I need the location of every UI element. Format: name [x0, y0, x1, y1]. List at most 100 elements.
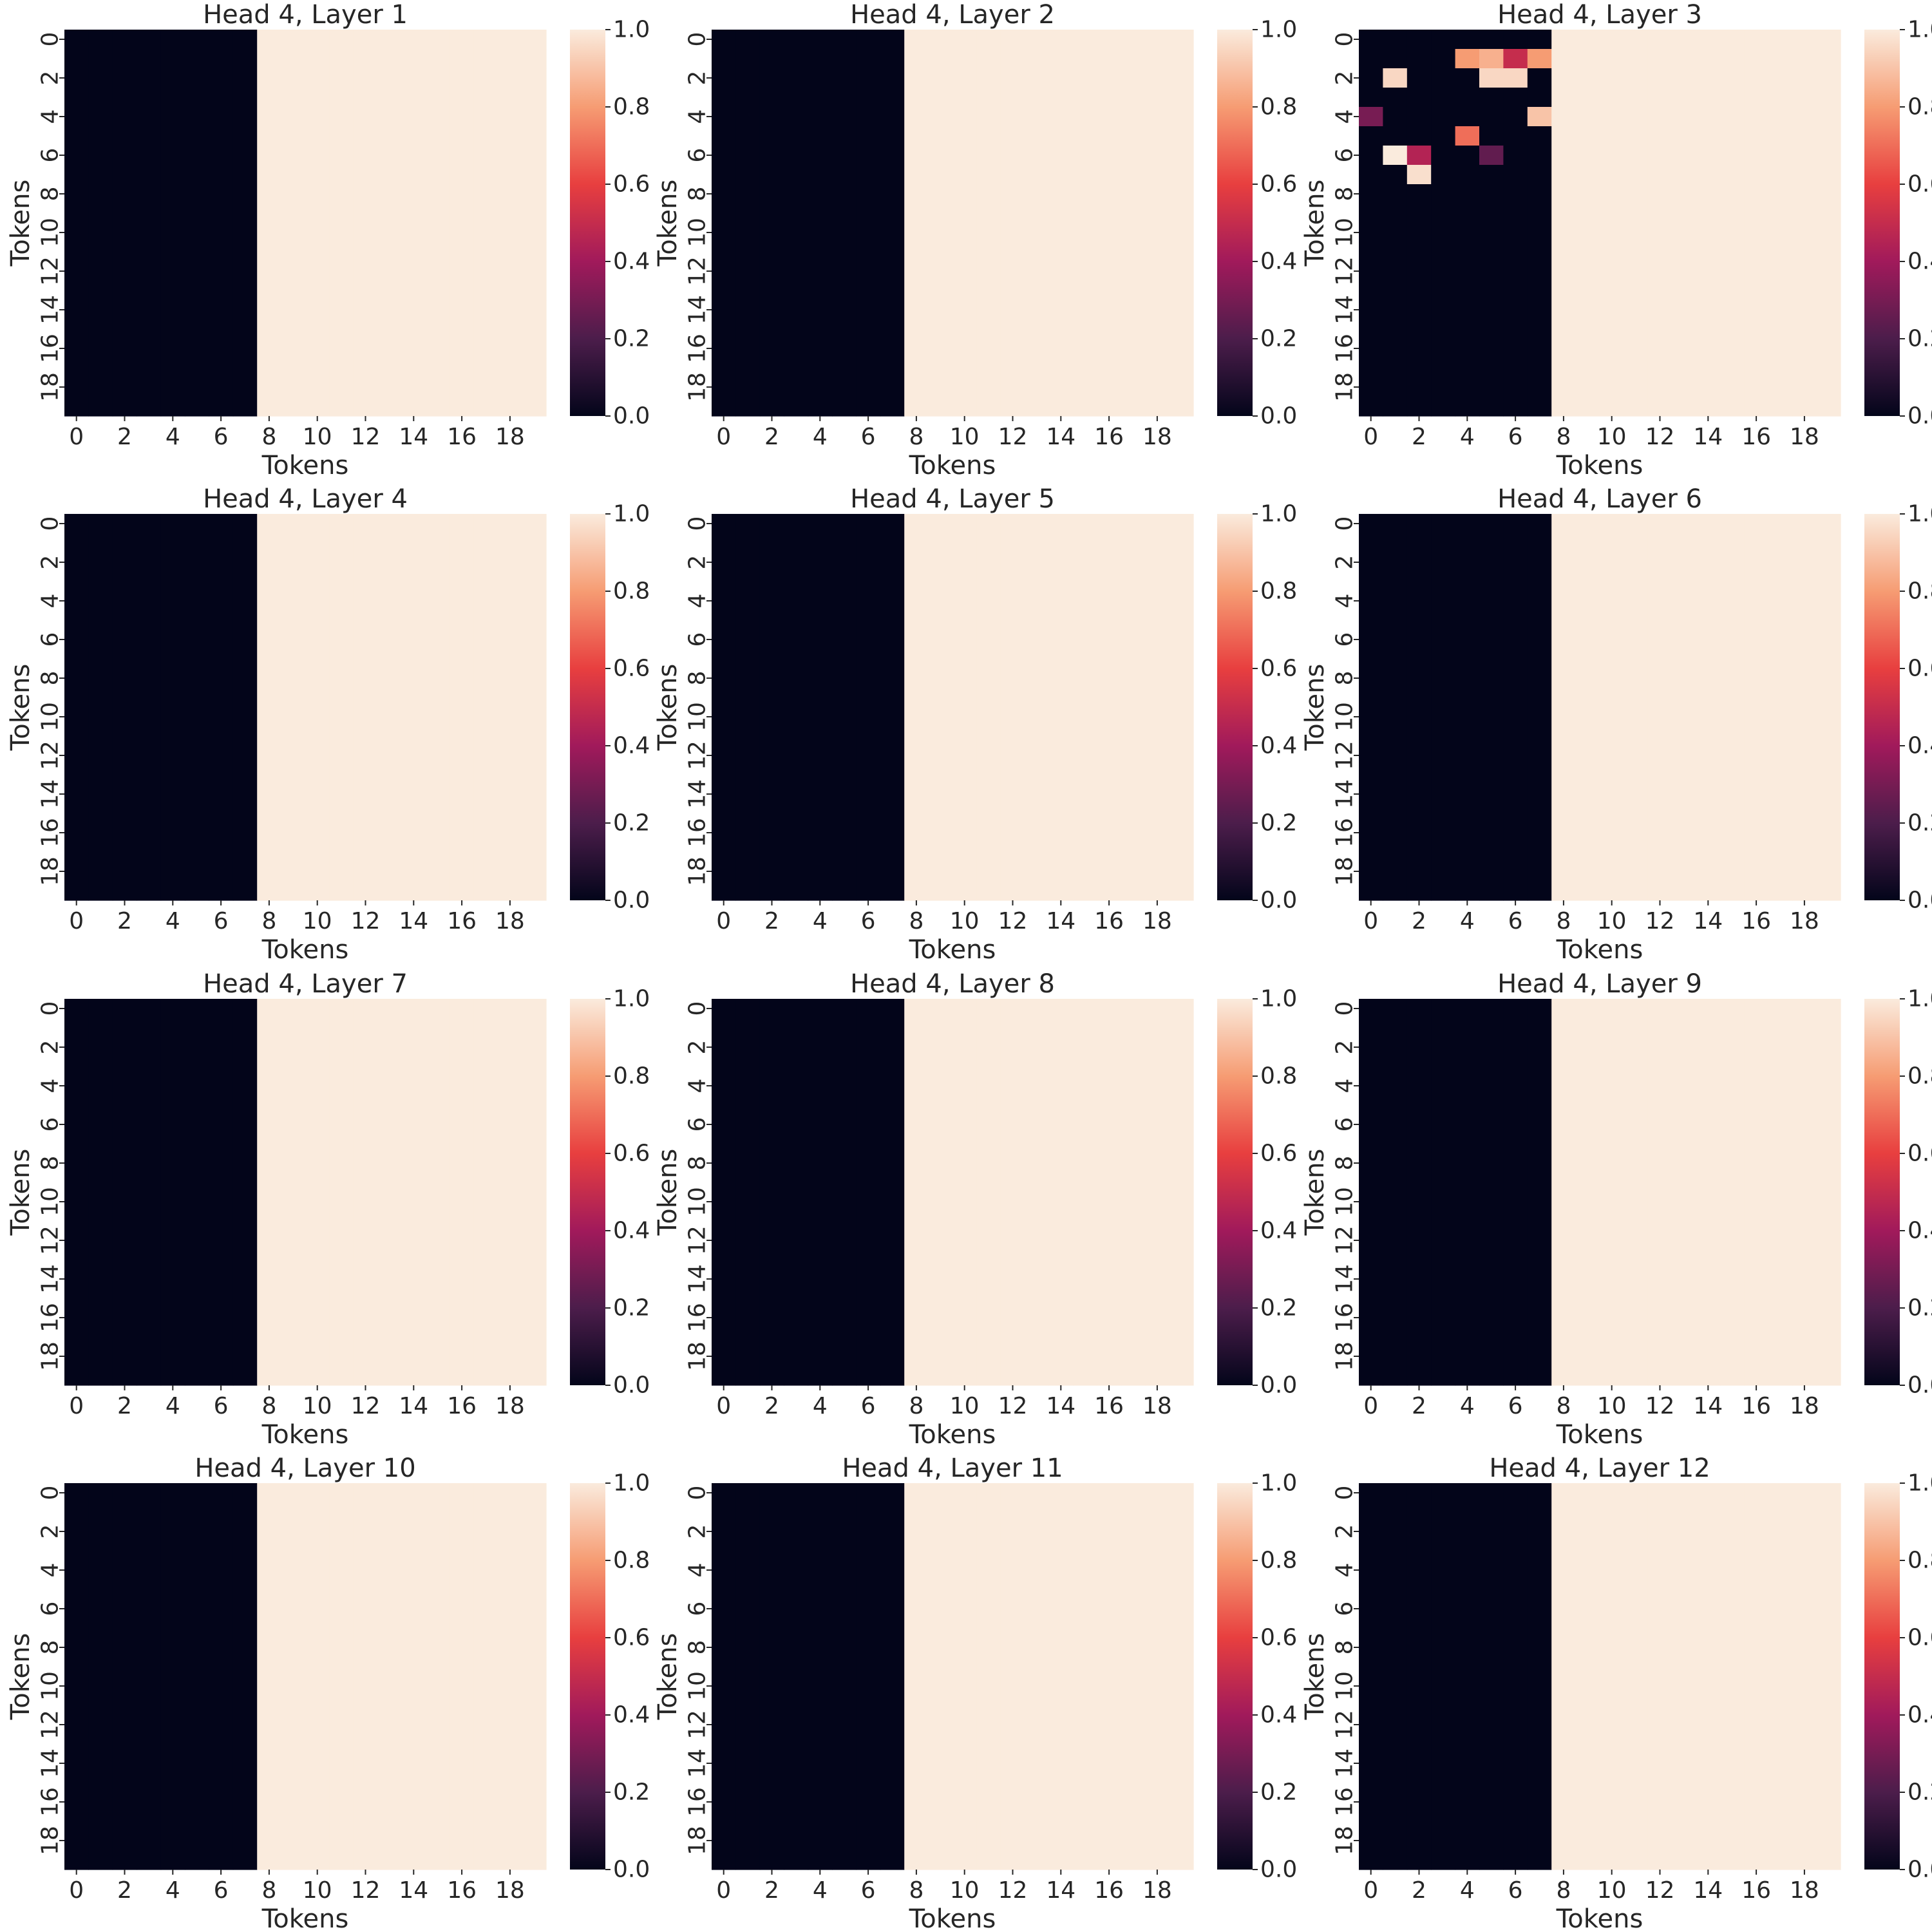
heatmap-cell: [281, 1696, 306, 1716]
heatmap-cell: [1744, 165, 1769, 185]
heatmap-cell: [832, 1037, 857, 1057]
heatmap-cell: [281, 630, 306, 650]
heatmap-cell: [377, 1792, 402, 1812]
heatmap-cell: [112, 88, 137, 108]
heatmap-cell: [281, 726, 306, 746]
heatmap-cell: [185, 881, 209, 901]
x-tick-label: 10: [950, 908, 980, 934]
heatmap-cell: [450, 223, 475, 243]
heatmap-cell: [160, 1308, 185, 1328]
heatmap-cell: [473, 30, 498, 50]
heatmap-cell: [329, 1153, 354, 1173]
heatmap-cell: [281, 765, 306, 785]
heatmap-cell: [928, 88, 953, 108]
heatmap-cell: [1073, 765, 1097, 785]
heatmap-cell: [1744, 668, 1769, 688]
heatmap-cell: [377, 397, 402, 417]
heatmap-cell: [1479, 514, 1504, 534]
heatmap-cell: [473, 1831, 498, 1851]
heatmap-cell: [808, 746, 833, 766]
heatmap-cell: [808, 126, 833, 146]
heatmap-panel: Head 4, Layer 110 2 4 6 8 10 12 14 16 18Tokens024…: [653, 1454, 1297, 1932]
heatmap-cell: [832, 242, 857, 262]
heatmap-cell: [305, 823, 330, 843]
heatmap-cell: [329, 1250, 354, 1270]
heatmap-cell: [1503, 630, 1528, 650]
heatmap-cell: [1768, 999, 1793, 1019]
heatmap-cell: [759, 1599, 784, 1619]
heatmap-cell: [1097, 358, 1122, 378]
heatmap-cell: [735, 1018, 761, 1038]
heatmap-cell: [88, 1250, 113, 1270]
heatmap-cell: [1527, 319, 1552, 339]
heatmap-cell: [1431, 1076, 1456, 1096]
heatmap-cell: [1575, 30, 1600, 50]
heatmap-cell: [1431, 668, 1456, 688]
heatmap-cell: [377, 88, 402, 108]
heatmap-cell: [1479, 68, 1504, 88]
heatmap-cell: [450, 668, 475, 688]
y-tick-label: 12: [685, 741, 711, 770]
heatmap-cell: [1527, 1211, 1552, 1231]
heatmap-cell: [305, 1522, 330, 1542]
heatmap-cell: [160, 49, 185, 69]
heatmap-cell: [112, 688, 137, 708]
heatmap-cell: [1720, 88, 1745, 108]
heatmap-cell: [1097, 1115, 1122, 1135]
x-tick-label: 8: [909, 424, 923, 450]
heatmap-cell: [1431, 688, 1456, 708]
heatmap-cell: [1359, 707, 1383, 727]
heatmap-cell: [450, 319, 475, 339]
heatmap-cell: [1816, 126, 1841, 146]
heatmap-cell: [1455, 649, 1480, 669]
heatmap-cell: [401, 1289, 426, 1309]
heatmap-cell: [856, 591, 881, 611]
colorbar-tick-label: 0.6: [613, 1141, 650, 1167]
heatmap-cell: [64, 784, 89, 804]
heatmap-cell: [1792, 107, 1817, 127]
heatmap-cell: [904, 1696, 929, 1716]
heatmap-cell: [784, 107, 809, 127]
heatmap-cell: [735, 1657, 761, 1677]
heatmap-cell: [976, 1095, 1001, 1115]
heatmap-cell: [1575, 1173, 1600, 1193]
heatmap-cell: [232, 591, 258, 611]
heatmap-cell: [522, 999, 547, 1019]
heatmap-cell: [88, 1599, 113, 1619]
heatmap-cell: [808, 784, 833, 804]
heatmap-cell: [1575, 668, 1600, 688]
heatmap-cell: [1455, 339, 1480, 359]
heatmap-cell: [522, 1483, 547, 1503]
heatmap-cell: [88, 823, 113, 843]
heatmap-cell: [353, 107, 378, 127]
heatmap-cell: [401, 1269, 426, 1289]
heatmap-cell: [1551, 126, 1577, 146]
heatmap-cell: [426, 1115, 450, 1135]
heatmap-cell: [880, 1812, 905, 1832]
heatmap-cell: [1431, 707, 1456, 727]
heatmap-cell: [1455, 1231, 1480, 1251]
heatmap-cell: [735, 514, 761, 534]
heatmap-cell: [377, 630, 402, 650]
heatmap-cell: [880, 339, 905, 359]
heatmap-cell: [1000, 630, 1025, 650]
heatmap-cell: [305, 591, 330, 611]
heatmap-cell: [1383, 165, 1408, 185]
heatmap-cell: [1073, 881, 1097, 901]
heatmap-cell: [808, 804, 833, 824]
heatmap-cell: [712, 223, 736, 243]
heatmap-cell: [185, 1676, 209, 1696]
heatmap-cell: [426, 1076, 450, 1096]
heatmap-cell: [808, 300, 833, 320]
panel-title: Head 4, Layer 5: [850, 484, 1055, 514]
heatmap-cell: [952, 1347, 977, 1367]
heatmap-cell: [976, 1211, 1001, 1231]
heatmap-cell: [1551, 765, 1577, 785]
heatmap-cell: [401, 1522, 426, 1542]
heatmap-cell: [450, 688, 475, 708]
heatmap-cell: [305, 784, 330, 804]
heatmap-cell: [784, 726, 809, 746]
heatmap-cell: [1431, 261, 1456, 281]
heatmap-cell: [1672, 397, 1697, 417]
heatmap-cell: [1025, 30, 1050, 50]
